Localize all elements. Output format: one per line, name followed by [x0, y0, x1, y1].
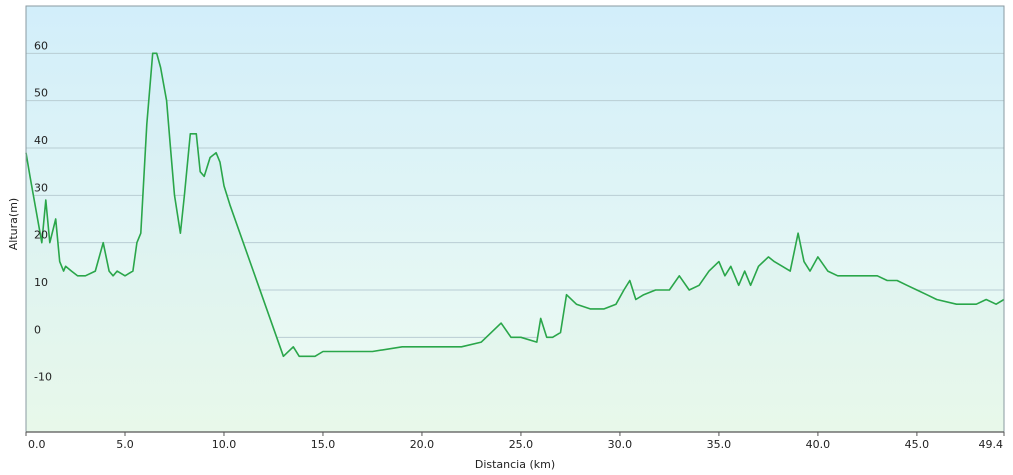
y-tick-label: 30	[34, 181, 48, 194]
elevation-area	[26, 53, 1004, 433]
y-axis-ticks: -10 0 10 20 30 40 50 60	[34, 39, 52, 383]
x-tick-label: 40.0	[806, 438, 831, 451]
x-tick-label: 45.0	[905, 438, 930, 451]
x-tick-label: 30.0	[608, 438, 633, 451]
y-tick-label: 10	[34, 276, 48, 289]
x-axis-title: Distancia (km)	[475, 458, 555, 471]
x-tick-label: 0.0	[28, 438, 46, 451]
x-tick-label: 25.0	[509, 438, 534, 451]
y-tick-label: 50	[34, 87, 48, 100]
x-axis-ticks: 0.0 5.0 10.0 15.0 20.0 25.0 30.0 35.0 40.0 45.0 49…	[25, 432, 1005, 451]
x-tick-label: 10.0	[212, 438, 237, 451]
y-tick-label: 40	[34, 134, 48, 147]
x-tick-label: 49.4	[979, 438, 1004, 451]
x-tick-label: 20.0	[410, 438, 435, 451]
elevation-line	[25, 52, 1005, 358]
y-tick-label: -10	[34, 371, 52, 384]
x-tick-label: 15.0	[311, 438, 336, 451]
x-tick-label: 35.0	[707, 438, 732, 451]
y-tick-label: 60	[34, 39, 48, 52]
y-tick-label: 20	[34, 229, 48, 242]
y-axis-title: Altura(m)	[7, 198, 20, 250]
x-tick-label: 5.0	[116, 438, 134, 451]
y-tick-label: 0	[34, 323, 41, 336]
